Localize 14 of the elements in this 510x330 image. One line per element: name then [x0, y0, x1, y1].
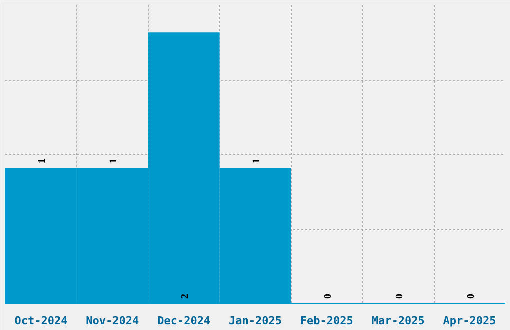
x-tick-label: Apr-2025 — [443, 314, 496, 328]
data-label: 1 — [108, 158, 120, 164]
data-label: 1 — [37, 158, 48, 164]
data-label: 0 — [466, 294, 477, 300]
x-tick-label: Dec-2024 — [158, 314, 211, 328]
x-tick-label: Feb-2025 — [300, 314, 354, 328]
data-label: 0 — [322, 294, 334, 300]
x-tick-label: Jan-2025 — [229, 314, 282, 328]
data-label: 2 — [180, 294, 192, 300]
x-tick-label: Mar-2025 — [372, 314, 425, 328]
x-tick-label: Nov-2024 — [86, 314, 140, 328]
data-label: 0 — [394, 294, 406, 300]
x-tick-label: Oct-2024 — [14, 314, 68, 328]
data-label: 1 — [252, 158, 262, 164]
